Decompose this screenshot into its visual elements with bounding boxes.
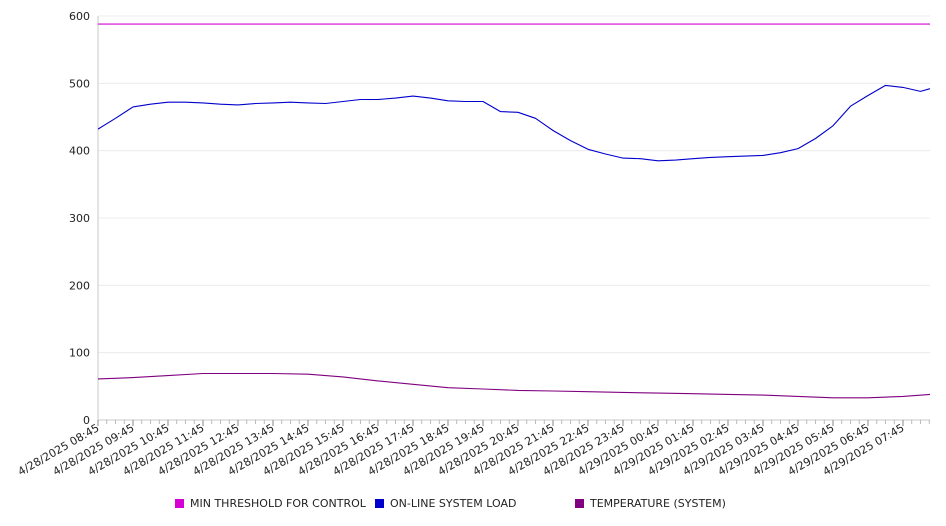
- legend-label-online-load: ON-LINE SYSTEM LOAD: [390, 497, 517, 510]
- series-line-on-line-system-load: [97, 84, 931, 162]
- legend: MIN THRESHOLD FOR CONTROL ON-LINE SYSTEM…: [0, 497, 946, 515]
- legend-swatch-online-load: [375, 499, 384, 508]
- legend-item-online-load: ON-LINE SYSTEM LOAD: [375, 497, 516, 510]
- legend-swatch-min-threshold: [175, 499, 184, 508]
- series-line-temperature-system: [97, 372, 931, 399]
- y-tick-label-600: 600: [69, 10, 90, 23]
- legend-item-temperature: TEMPERATURE (SYSTEM): [575, 497, 726, 510]
- axes: [97, 16, 930, 426]
- legend-item-min-threshold: MIN THRESHOLD FOR CONTROL: [175, 497, 366, 510]
- legend-swatch-temperature: [575, 499, 584, 508]
- grid: [98, 15, 930, 354]
- y-tick-label-500: 500: [69, 77, 90, 90]
- legend-label-min-threshold: MIN THRESHOLD FOR CONTROL: [190, 497, 366, 510]
- y-tick-label-200: 200: [69, 279, 90, 292]
- series-layer: [97, 23, 931, 399]
- y-tick-label-400: 400: [69, 145, 90, 158]
- y-tick-label-300: 300: [69, 212, 90, 225]
- y-tick-label-100: 100: [69, 347, 90, 360]
- y-tick-label-0: 0: [83, 414, 90, 427]
- legend-label-temperature: TEMPERATURE (SYSTEM): [590, 497, 726, 510]
